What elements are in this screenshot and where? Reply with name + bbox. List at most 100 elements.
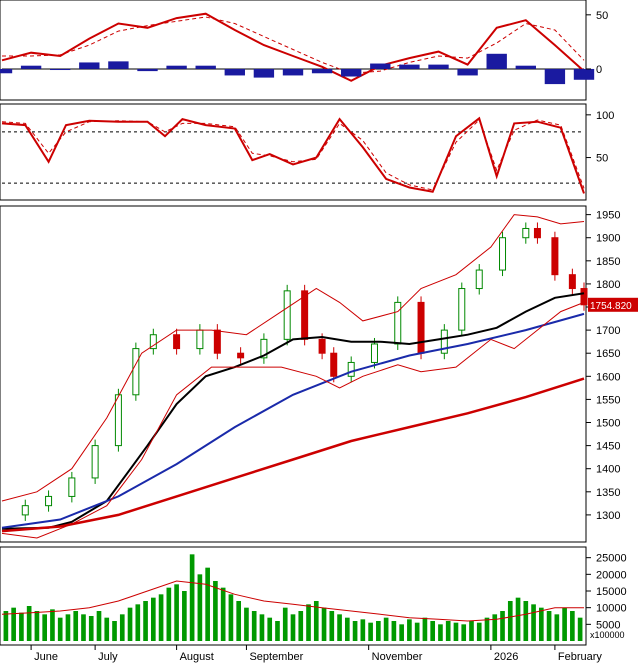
candle-body [580, 288, 588, 306]
price-tick-label: 1650 [596, 348, 620, 360]
volume-bar [376, 621, 381, 641]
macd-histogram-bar [79, 62, 100, 69]
candle-body [522, 227, 530, 239]
candle-body [21, 505, 29, 516]
macd-histogram-bar [428, 64, 449, 69]
volume-bar [306, 604, 311, 641]
candle-body [568, 274, 576, 290]
volume-tick-label: 15000 [596, 586, 627, 598]
candle-body [440, 329, 448, 354]
macd-histogram-bar [457, 68, 478, 76]
volume-bar [453, 622, 459, 641]
volume-bar [42, 614, 48, 641]
volume-bar [65, 614, 71, 641]
price-series-line [1, 301, 585, 539]
price-tick-label: 1450 [596, 441, 620, 453]
volume-bar [205, 567, 210, 641]
volume-tick-label: 25000 [596, 553, 627, 565]
volume-bar [445, 621, 451, 641]
volume-bar [282, 607, 288, 641]
macd-histogram-bar [370, 63, 391, 69]
x-tick-label: July [98, 651, 118, 663]
macd-histogram-bar [20, 65, 42, 69]
candle-body [458, 288, 466, 331]
volume-bar [236, 601, 242, 641]
price-series-line [1, 214, 585, 502]
candle-body [237, 352, 245, 359]
candle-body [283, 290, 291, 340]
candle-body [68, 477, 76, 497]
volume-bar [570, 611, 575, 641]
last-value-label: 1754.820 [590, 301, 632, 312]
last-value-badge [588, 297, 638, 312]
x-tick-label: February [558, 651, 603, 663]
macd-histogram-bar [573, 68, 595, 80]
volume-bar [26, 606, 32, 641]
volume-bar [88, 616, 94, 641]
volume-bar [119, 614, 125, 641]
macd-histogram-bar [515, 65, 536, 69]
macd-panel [0, 0, 595, 101]
price-tick-label: 1600 [596, 371, 620, 383]
volume-bar [96, 611, 102, 641]
volume-bar [244, 607, 249, 641]
x-tick-label: 2026 [494, 651, 518, 663]
volume-bar [135, 604, 141, 641]
macd-tick-label: 50 [596, 10, 608, 22]
volume-bar [546, 611, 552, 641]
x-tick-label: August [180, 651, 214, 663]
volume-bar [158, 594, 164, 641]
candle-body [149, 334, 157, 350]
volume-bar [50, 609, 55, 641]
volume-ma-line [1, 580, 584, 622]
macd-histogram-bar [50, 68, 71, 71]
candle-body [45, 495, 53, 507]
macd-histogram-bar [224, 68, 245, 76]
volume-bar [259, 614, 265, 641]
volume-bar [174, 584, 179, 641]
volume-bar [275, 621, 280, 641]
volume-bar [492, 614, 498, 641]
volume-tick-label: 5000 [596, 619, 620, 631]
price-tick-label: 1300 [596, 510, 620, 522]
price-series-line [1, 292, 585, 530]
stochastic-tick-label: 100 [596, 110, 614, 122]
price-tick-label: 1700 [596, 325, 620, 337]
volume-bar [182, 591, 187, 641]
macd-tick-label: 0 [596, 64, 602, 76]
volume-plot [1, 554, 584, 641]
volume-bar [538, 607, 544, 641]
macd-series-line [1, 12, 585, 82]
axes-layer: 5001005019501900185018001750170016501600… [30, 10, 638, 663]
volume-bar [407, 619, 412, 641]
candle-body [114, 394, 122, 447]
volume-bar [112, 621, 117, 641]
volume-bar [515, 597, 521, 641]
volume-panel [0, 546, 587, 646]
candle-body [347, 361, 355, 377]
stochastic-frame [0, 103, 587, 201]
candle-body [417, 301, 425, 354]
volume-bar [523, 601, 529, 641]
volume-bar [360, 619, 366, 641]
x-tick-label: November [372, 651, 423, 663]
candle-body [91, 445, 99, 479]
macd-histogram-bar [0, 68, 13, 74]
candle-body [394, 301, 402, 345]
volume-bar [220, 587, 226, 641]
candle-body [318, 338, 326, 354]
price-series-line [1, 377, 585, 533]
volume-bar [469, 621, 474, 641]
volume-bar [57, 617, 63, 641]
macd-plot [0, 12, 595, 85]
macd-series-line [2, 16, 585, 74]
volume-bar [251, 611, 257, 641]
price-tick-label: 1500 [596, 418, 620, 430]
volume-bar [313, 601, 319, 641]
volume-bar [11, 607, 16, 641]
volume-bar [34, 611, 40, 641]
volume-scale-label: x100000 [590, 630, 625, 640]
candle-body [475, 269, 483, 290]
macd-histogram-bar [399, 64, 420, 69]
